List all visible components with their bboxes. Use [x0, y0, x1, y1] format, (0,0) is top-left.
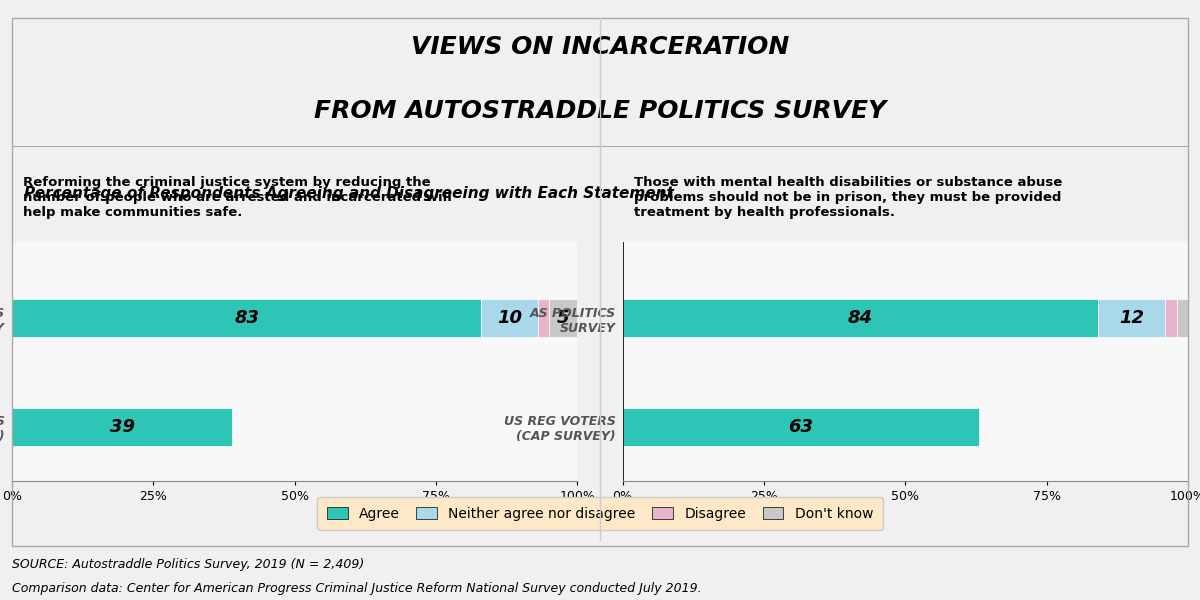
Text: 84: 84 [847, 309, 872, 327]
Bar [12, 299, 481, 337]
Text: 10: 10 [497, 309, 522, 327]
Bar [538, 299, 550, 337]
Text: Comparison data: Center for American Progress Criminal Justice Reform National S: Comparison data: Center for American Pro… [12, 582, 702, 595]
Bar [623, 299, 1098, 337]
Bar [623, 407, 979, 446]
Bar [1098, 299, 1165, 337]
Bar [481, 299, 538, 337]
Legend: Agree, Neither agree nor disagree, Disagree, Don't know: Agree, Neither agree nor disagree, Disag… [317, 497, 883, 530]
Text: Percentage of Respondents Agreeing and Disagreeing with Each Statement: Percentage of Respondents Agreeing and D… [24, 186, 673, 201]
Bar [1177, 299, 1188, 337]
Bar [12, 407, 233, 446]
Bar [1165, 299, 1177, 337]
Text: Those with mental health disabilities or substance abuse
problems should not be : Those with mental health disabilities or… [634, 176, 1062, 218]
Text: 83: 83 [234, 309, 259, 327]
Text: 63: 63 [788, 418, 814, 436]
Text: Reforming the criminal justice system by reducing the
number of people who are a: Reforming the criminal justice system by… [23, 176, 452, 218]
Bar [550, 299, 577, 337]
Text: 5: 5 [557, 309, 570, 327]
Text: VIEWS ON INCARCERATION: VIEWS ON INCARCERATION [410, 35, 790, 59]
Text: 39: 39 [109, 418, 134, 436]
Text: FROM AUTOSTRADDLE POLITICS SURVEY: FROM AUTOSTRADDLE POLITICS SURVEY [314, 99, 886, 123]
Text: SOURCE: Autostraddle Politics Survey, 2019 (N = 2,409): SOURCE: Autostraddle Politics Survey, 20… [12, 558, 365, 571]
Text: 12: 12 [1118, 309, 1144, 327]
